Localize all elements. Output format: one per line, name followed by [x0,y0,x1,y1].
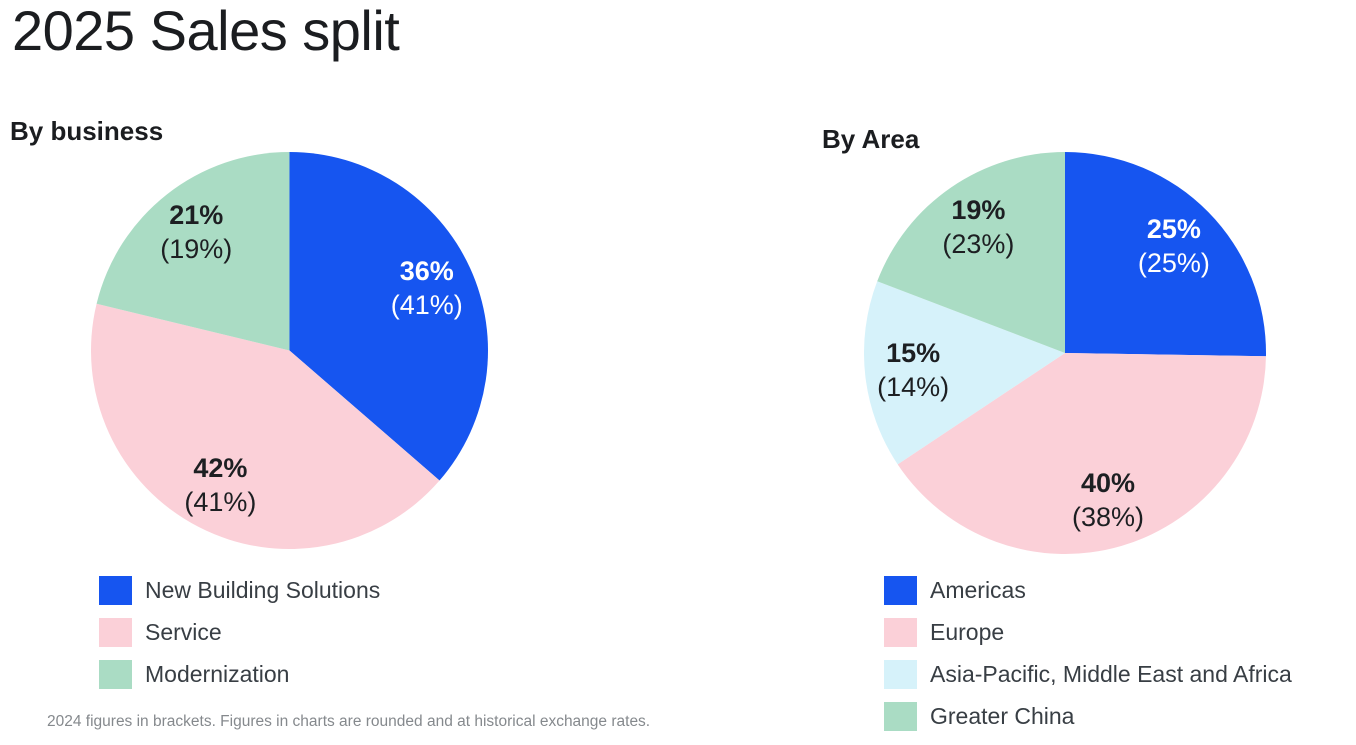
legend-swatch [884,618,917,647]
legend-by-business: New Building Solutions Service Modernizati… [99,576,380,702]
legend-item: New Building Solutions [99,576,380,605]
legend-swatch [884,576,917,605]
legend-item: Europe [884,618,1292,647]
legend-label: Americas [930,577,1026,603]
footnote: 2024 figures in brackets. Figures in cha… [47,713,651,730]
legend-item: Asia-Pacific, Middle East and Africa [884,660,1292,689]
legend-label: New Building Solutions [145,577,381,603]
pie-chart-by-area: 25% (25%) 40% (38%) 15% (14%) 19% (23%) [864,152,1266,554]
pie-svg [864,152,1266,554]
legend-swatch [884,702,917,731]
pie-slice-americas [1065,152,1266,357]
pie-svg [91,152,488,549]
legend-swatch [99,618,132,647]
legend-label: Europe [930,619,1005,645]
page-title: 2025 Sales split [12,0,400,62]
chart-title-by-area: By Area [822,124,920,154]
legend-label: Greater China [930,703,1075,729]
pie-slice-europe [897,353,1266,554]
pie-slice-asia-pacific-middle-east-and-africa [864,281,1065,465]
legend-item: Greater China [884,702,1292,731]
legend-by-area: Americas Europe Asia-Pacific, Middle East … [884,576,1292,744]
legend-swatch [99,576,132,605]
pie-slice-new-building-solutions [289,152,488,481]
legend-item: Modernization [99,660,380,689]
legend-label: Service [145,619,222,645]
legend-item: Americas [884,576,1292,605]
legend-label: Modernization [145,661,290,687]
pie-slice-service [91,303,440,549]
pie-chart-by-business: 36% (41%) 42% (41%) 21% (19%) [91,152,488,549]
chart-title-by-business: By business [10,116,164,146]
pie-slice-modernization [96,152,290,351]
pie-slice-greater-china [877,152,1065,353]
legend-swatch [884,660,917,689]
legend-swatch [99,660,132,689]
legend-label: Asia-Pacific, Middle East and Africa [930,661,1292,687]
legend-item: Service [99,618,380,647]
